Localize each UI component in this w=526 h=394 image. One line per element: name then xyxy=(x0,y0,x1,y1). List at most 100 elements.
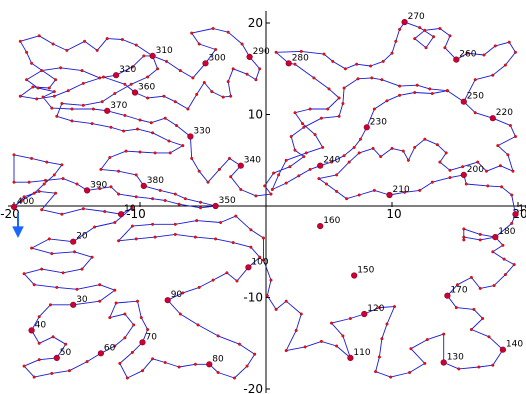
tour-point xyxy=(473,78,477,82)
labeled-point xyxy=(237,162,244,169)
tour-point xyxy=(335,189,339,193)
tour-point xyxy=(146,328,150,332)
tour-point xyxy=(98,187,102,191)
tour-point xyxy=(374,370,378,374)
tour-point xyxy=(142,54,146,58)
tour-series-line xyxy=(13,21,516,379)
tour-point xyxy=(146,75,150,79)
tour-point xyxy=(312,76,316,80)
y-tick-label: -10 xyxy=(243,291,263,305)
tour-point xyxy=(424,46,428,50)
tour-point xyxy=(217,167,221,171)
tour-point xyxy=(413,37,417,41)
tour-point xyxy=(177,202,181,206)
tour-point xyxy=(100,100,104,104)
labeled-point xyxy=(28,327,35,334)
labeled-point xyxy=(453,56,460,63)
point-label: 140 xyxy=(506,340,523,350)
labeled-point xyxy=(202,60,209,67)
tour-point xyxy=(444,151,448,155)
tour-point xyxy=(301,122,305,126)
tour-point xyxy=(297,174,301,178)
tour-point xyxy=(146,96,150,100)
tour-point xyxy=(149,121,153,125)
tour-point xyxy=(134,237,138,241)
tour-point xyxy=(54,78,58,82)
tour-point xyxy=(428,87,432,91)
tour-point xyxy=(138,118,142,122)
tour-point xyxy=(216,334,220,338)
tour-point xyxy=(18,94,22,98)
tour-point xyxy=(308,107,312,111)
tour-point xyxy=(445,89,449,93)
tour-point xyxy=(36,86,40,90)
point-label: 180 xyxy=(498,227,515,237)
tour-point xyxy=(90,122,94,126)
tour-point xyxy=(173,192,177,196)
tour-point xyxy=(372,188,376,192)
tour-point xyxy=(284,349,288,353)
tour-point xyxy=(491,73,495,77)
tour-point xyxy=(22,272,26,276)
tour-point xyxy=(32,191,36,195)
tour-point xyxy=(219,220,223,224)
labeled-point xyxy=(317,162,324,169)
tour-point xyxy=(139,316,143,320)
tour-point xyxy=(41,95,45,99)
start-arrow-icon xyxy=(12,226,24,239)
point-label: 230 xyxy=(370,117,387,127)
tour-point xyxy=(138,150,142,154)
tour-point xyxy=(425,338,429,342)
point-labels: 10 20 30 40 50 60 70 80 90 100 110 120 130 140 150 160 1… xyxy=(17,12,526,364)
tour-point xyxy=(153,235,157,239)
tour-point xyxy=(466,51,470,55)
tour-point xyxy=(25,50,29,54)
tour-point xyxy=(225,271,229,275)
point-label: 90 xyxy=(171,290,183,300)
tour-point xyxy=(151,357,155,361)
tour-point xyxy=(109,185,113,189)
tour-point xyxy=(123,82,127,86)
tour-point xyxy=(211,27,215,31)
point-label: 150 xyxy=(357,266,374,276)
labeled-point xyxy=(460,98,467,105)
tour-point xyxy=(153,151,157,155)
tour-point xyxy=(473,111,477,115)
point-label: 80 xyxy=(212,354,224,364)
labeled-point xyxy=(139,339,146,346)
axes xyxy=(8,11,526,393)
tour-point xyxy=(134,173,138,177)
tour-point xyxy=(99,167,103,171)
point-label: 270 xyxy=(408,12,425,22)
tour-point xyxy=(432,35,436,39)
tour-point xyxy=(508,123,512,127)
tour-point xyxy=(510,193,514,197)
tour-point xyxy=(211,278,215,282)
tour-point xyxy=(385,99,389,103)
tour-point xyxy=(355,62,359,66)
tour-point xyxy=(37,315,41,319)
tour-point xyxy=(122,129,126,133)
tour-point xyxy=(191,76,195,80)
tour-point xyxy=(262,236,266,240)
y-tick-label: 20 xyxy=(248,16,263,30)
tour-point xyxy=(197,42,201,46)
tour-point xyxy=(272,171,276,175)
tour-point xyxy=(357,193,361,197)
tour-point xyxy=(12,153,16,157)
tour-point xyxy=(129,82,133,86)
tour-point xyxy=(438,27,442,31)
tour-point xyxy=(123,312,127,316)
tour-point xyxy=(20,198,24,202)
tour-point xyxy=(500,185,504,189)
tour-point xyxy=(61,271,65,275)
tour-point xyxy=(406,158,410,162)
tour-point xyxy=(284,299,288,303)
tour-point xyxy=(294,328,298,332)
tour-point xyxy=(303,345,307,349)
tour-point xyxy=(195,219,199,223)
tour-point xyxy=(496,144,500,148)
tour-point xyxy=(274,307,278,311)
tour-point xyxy=(249,245,253,249)
tour-point xyxy=(134,43,138,47)
